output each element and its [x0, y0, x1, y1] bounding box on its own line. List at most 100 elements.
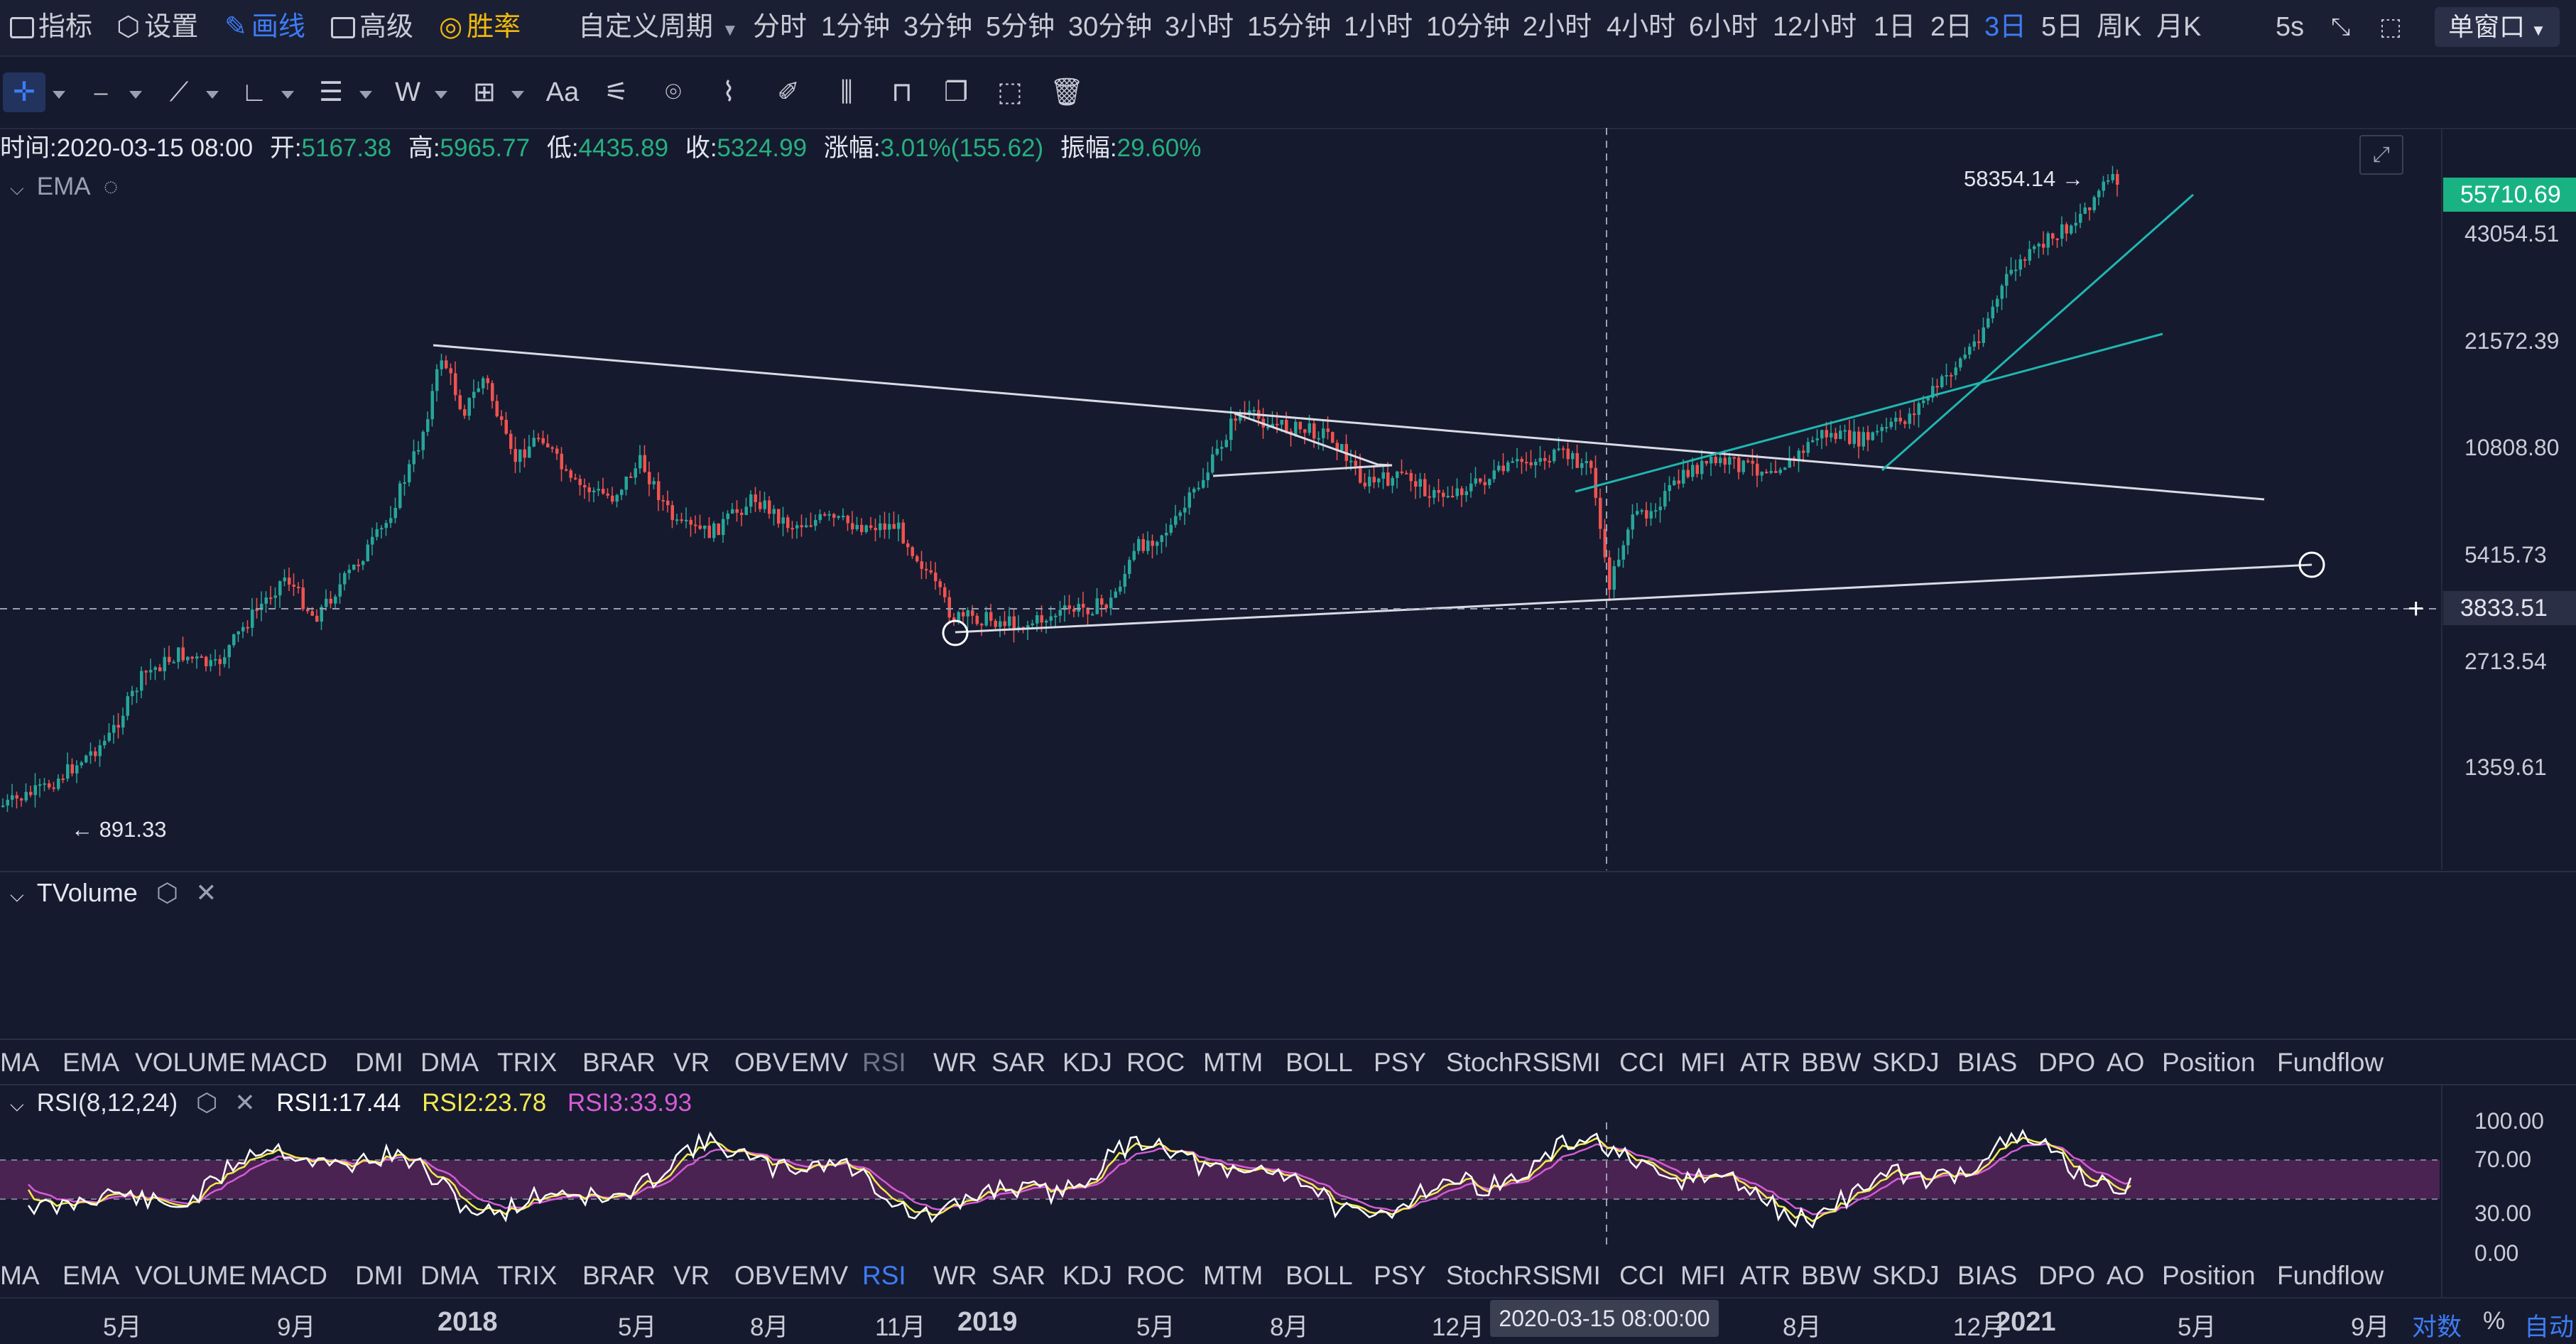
period-tab[interactable]: 2日: [1930, 12, 1973, 42]
indicator-tab-ema[interactable]: EMA: [63, 1048, 120, 1077]
indicator-tab-dmi[interactable]: DMI: [355, 1261, 403, 1290]
lock-icon[interactable]: ⊓: [891, 77, 913, 107]
fib-icon[interactable]: ⫼: [840, 77, 853, 107]
indicator-tab-dpo[interactable]: DPO: [2038, 1048, 2096, 1077]
indicator-tab-dma[interactable]: DMA: [420, 1261, 479, 1290]
add-alert-icon[interactable]: +: [2408, 593, 2424, 624]
indicator-tab-brar[interactable]: BRAR: [582, 1048, 656, 1077]
indicator-tab-mtm[interactable]: MTM: [1203, 1261, 1263, 1290]
period-tab[interactable]: 1分钟: [821, 12, 891, 42]
copy-icon[interactable]: ❐: [943, 77, 969, 107]
teal-trendline-steep[interactable]: [1881, 193, 2194, 472]
indicator-tab-emv[interactable]: EMV: [791, 1048, 849, 1077]
rsi-chart[interactable]: [0, 1122, 2440, 1250]
angle-icon[interactable]: ∟: [241, 77, 268, 107]
pattern-icon[interactable]: ⚟: [604, 77, 629, 107]
wave-icon[interactable]: W: [395, 77, 420, 107]
indicator-tab-rsi[interactable]: RSI: [862, 1048, 906, 1077]
indicator-tab-position[interactable]: Position: [2162, 1261, 2256, 1290]
indicators-button[interactable]: 指标: [10, 7, 92, 47]
indicator-tab-boll[interactable]: BOLL: [1286, 1261, 1353, 1290]
indicator-tab-sar[interactable]: SAR: [991, 1048, 1046, 1077]
close-icon[interactable]: ✕: [195, 878, 217, 907]
log-scale-toggle[interactable]: 对数: [2412, 1313, 2462, 1341]
main-chart[interactable]: 58354.14 → ← 891.33 +: [0, 128, 2440, 870]
select-icon[interactable]: ⬚: [997, 77, 1023, 107]
indicator-tab-volume[interactable]: VOLUME: [135, 1261, 246, 1290]
indicator-tab-mfi[interactable]: MFI: [1680, 1048, 1726, 1077]
price-axis[interactable]: [2441, 128, 2576, 870]
close-icon[interactable]: ✕: [234, 1089, 256, 1117]
indicator-tab-mtm[interactable]: MTM: [1203, 1048, 1263, 1077]
teal-trendline[interactable]: [1575, 332, 2163, 493]
period-tab[interactable]: 分时: [753, 12, 808, 42]
percent-scale-toggle[interactable]: %: [2483, 1307, 2506, 1335]
indicator-tab-position[interactable]: Position: [2162, 1048, 2256, 1077]
caret-down-icon[interactable]: [435, 91, 447, 99]
indicator-tab-vr[interactable]: VR: [673, 1048, 710, 1077]
panel-divider[interactable]: [0, 871, 2576, 872]
indicator-tab-bbw[interactable]: BBW: [1801, 1261, 1862, 1290]
triangle-pattern[interactable]: [1212, 412, 1393, 477]
indicator-tab-dma[interactable]: DMA: [420, 1048, 479, 1077]
indicator-tab-psy[interactable]: PSY: [1374, 1261, 1427, 1290]
indicator-tab-fundflow[interactable]: Fundflow: [2277, 1261, 2384, 1290]
indicator-tab-boll[interactable]: BOLL: [1286, 1048, 1353, 1077]
period-tab[interactable]: 12小时: [1773, 12, 1857, 42]
indicator-tab-bbw[interactable]: BBW: [1801, 1048, 1862, 1077]
auto-scale-toggle[interactable]: 自动: [2524, 1313, 2575, 1341]
indicator-tab-ma[interactable]: MA: [0, 1261, 40, 1290]
period-tab-active[interactable]: 3日: [1984, 12, 2027, 42]
indicator-tab-wr[interactable]: WR: [933, 1261, 977, 1290]
indicator-tab-kdj[interactable]: KDJ: [1063, 1048, 1112, 1077]
period-tab[interactable]: 3小时: [1165, 12, 1234, 42]
crosshair-icon[interactable]: ✛: [3, 72, 45, 112]
period-tab[interactable]: 2小时: [1523, 12, 1592, 42]
caret-down-icon[interactable]: [129, 91, 142, 99]
eye-hidden-icon[interactable]: ◌: [103, 173, 119, 200]
indicator-tab-atr[interactable]: ATR: [1740, 1048, 1791, 1077]
period-tab[interactable]: 1小时: [1344, 12, 1413, 42]
indicator-tab-trix[interactable]: TRIX: [497, 1048, 558, 1077]
indicator-tab-emv[interactable]: EMV: [791, 1261, 849, 1290]
period-tab[interactable]: 6小时: [1689, 12, 1759, 42]
settings-icon[interactable]: ⬡: [156, 878, 179, 907]
winrate-button[interactable]: ◎ 胜率: [439, 12, 521, 42]
fullscreen-icon[interactable]: ⤡: [2331, 13, 2351, 40]
indicator-tab-roc[interactable]: ROC: [1126, 1048, 1185, 1077]
line-handle[interactable]: [2298, 551, 2325, 578]
caret-down-icon[interactable]: [359, 91, 372, 99]
draw-button[interactable]: ✎ 画线: [224, 12, 305, 42]
measure-icon[interactable]: ⊞: [473, 77, 496, 107]
indicator-tab-fundflow[interactable]: Fundflow: [2277, 1048, 2384, 1077]
time-axis[interactable]: 5月 9月 2018 5月 8月 11月 2019 5月 8月 12月 8月 1…: [0, 1297, 2576, 1344]
period-tab[interactable]: 10分钟: [1426, 12, 1511, 42]
line-handle[interactable]: [942, 619, 969, 646]
indicator-tab-kdj[interactable]: KDJ: [1063, 1261, 1112, 1290]
ruler-icon[interactable]: ⌇: [722, 77, 736, 107]
caret-down-icon[interactable]: [281, 91, 294, 99]
text-tool-icon[interactable]: Aa: [545, 77, 580, 107]
indicator-tab-mfi[interactable]: MFI: [1680, 1261, 1726, 1290]
period-tab[interactable]: 30分钟: [1068, 12, 1153, 42]
period-tab[interactable]: 3分钟: [903, 12, 973, 42]
indicator-tab-cci[interactable]: CCI: [1619, 1261, 1665, 1290]
period-tab[interactable]: 周K: [2097, 12, 2142, 42]
indicator-tab-trix[interactable]: TRIX: [497, 1261, 558, 1290]
indicator-tab-dpo[interactable]: DPO: [2038, 1261, 2096, 1290]
trend-lines-icon[interactable]: ⟋: [169, 77, 189, 107]
ascending-support-line[interactable]: [955, 563, 2313, 634]
period-tab[interactable]: 5日: [2041, 12, 2084, 42]
indicator-tab-vr[interactable]: VR: [673, 1261, 710, 1290]
indicator-tab-macd[interactable]: MACD: [250, 1261, 327, 1290]
indicator-tab-sar[interactable]: SAR: [991, 1261, 1046, 1290]
indicator-tab-skdj[interactable]: SKDJ: [1872, 1261, 1940, 1290]
indicator-tab-roc[interactable]: ROC: [1126, 1261, 1185, 1290]
chevron-down-icon[interactable]: ⌵: [10, 1094, 24, 1115]
advanced-button[interactable]: 高级: [331, 7, 413, 47]
period-tab[interactable]: 4小时: [1607, 12, 1676, 42]
period-tab[interactable]: 1日: [1874, 12, 1916, 42]
indicator-tab-psy[interactable]: PSY: [1374, 1048, 1427, 1077]
indicator-tab-volume[interactable]: VOLUME: [135, 1048, 246, 1077]
indicator-tab-ao[interactable]: AO: [2107, 1048, 2145, 1077]
